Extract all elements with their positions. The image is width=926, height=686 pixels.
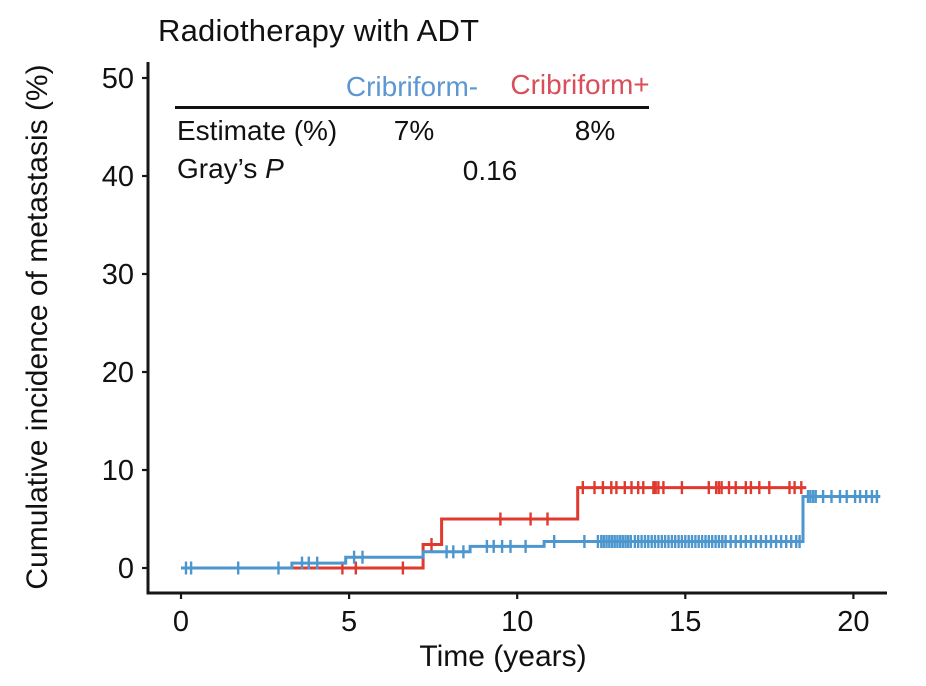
legend-cribriform-negative: Cribriform- [345,71,479,102]
estimate-value-cribriform-negative: 7% [393,115,435,146]
x-tick-label: 5 [341,606,357,638]
estimate-value-cribriform-positive: 8% [574,115,616,146]
y-tick-label: 0 [118,553,134,585]
legend-cribriform-positive: Cribriform+ [510,69,650,100]
x-axis-label: Time (years) [419,640,587,673]
figure-title: Radiotherapy with ADT [158,13,480,48]
curve-cribriform-positive [181,486,807,570]
censor-marks-cribriform-negative [184,490,879,575]
censor-marks-cribriform-positive [341,481,803,575]
y-tick-label: 10 [102,455,134,487]
y-axis-label: Cumulative incidence of metastasis (%) [21,64,54,590]
axes [146,62,887,595]
grays-p-label: Gray’s P [177,155,284,183]
x-tick-label: 20 [837,606,869,638]
table-rule [175,106,649,109]
grays-p-label-italic: P [265,153,284,184]
x-tick-label: 0 [173,606,189,638]
curve-cribriform-negative [181,495,881,570]
estimate-row-label: Estimate (%) [177,115,338,146]
y-tick-label: 40 [102,161,134,193]
y-tick-label: 20 [102,357,134,389]
y-tick-label: 50 [102,63,134,95]
x-tick-label: 10 [501,606,533,638]
grays-p-label-prefix: Gray’s [177,153,266,184]
y-tick-label: 30 [102,259,134,291]
grays-p-value: 0.16 [462,155,518,186]
x-tick-label: 15 [669,606,701,638]
